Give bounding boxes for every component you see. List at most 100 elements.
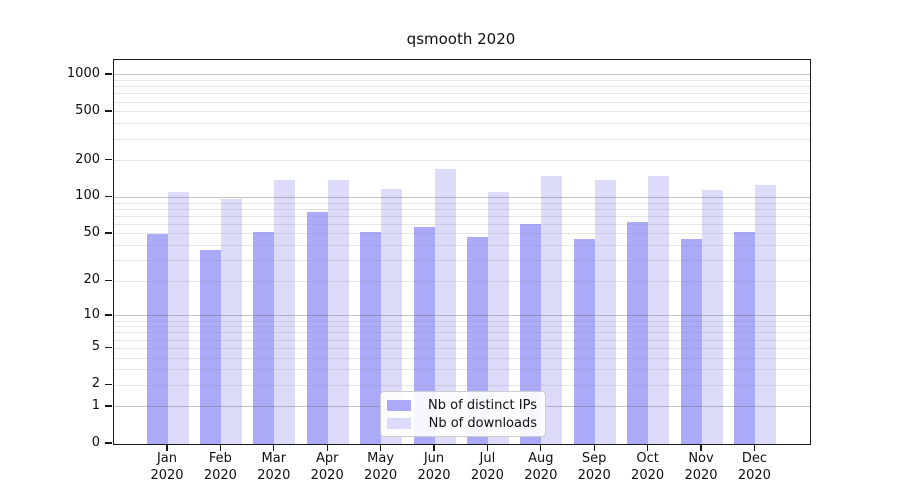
y-tick-100 [105, 195, 112, 198]
x-tick-nov-2020 [700, 444, 702, 451]
y-tick-200 [105, 159, 112, 161]
y-tick-label-500: 500 [75, 102, 100, 118]
x-tick-label-line: 2020 [577, 468, 611, 483]
y-tick-2 [105, 383, 112, 385]
gridline-minor-500 [114, 111, 810, 113]
x-tick-jan-2020 [166, 444, 168, 451]
gridline-major-1000 [114, 74, 810, 76]
x-tick-label-line: Jan [156, 451, 178, 466]
bar-nb-of-downloads-feb-2020 [220, 199, 242, 444]
y-tick-20 [105, 279, 112, 282]
gridline-minor-30 [114, 260, 810, 262]
bar-nb-of-distinct-ips-sep-2020 [573, 239, 595, 444]
x-tick-label-feb-2020: Feb 2020 [188, 450, 252, 484]
y-tick-label-10: 10 [83, 306, 100, 322]
gridline-minor-9 [114, 320, 810, 322]
y-tick-10 [105, 314, 112, 316]
gridline-minor-700 [114, 93, 810, 95]
x-tick-label-line: 2020 [150, 468, 184, 483]
x-tick-label-line: 2020 [257, 468, 291, 483]
bar-nb-of-distinct-ips-jun-2020 [413, 227, 435, 444]
gridline-minor-70 [114, 215, 810, 217]
y-tick-label-100: 100 [75, 188, 100, 204]
y-tick-label-50: 50 [83, 224, 100, 240]
gridline-minor-2 [114, 384, 810, 386]
gridline-minor-6 [114, 339, 810, 341]
x-tick-label-line: Sep [581, 451, 607, 466]
bar-nb-of-distinct-ips-jan-2020 [146, 233, 168, 444]
bar-nb-of-downloads-dec-2020 [754, 185, 776, 444]
x-tick-label-line: 2020 [684, 468, 718, 483]
bar-nb-of-downloads-may-2020 [381, 189, 403, 444]
x-tick-label-line: 2020 [417, 468, 451, 483]
x-tick-label-line: Oct [636, 451, 659, 466]
legend-swatch-distinct-ips [387, 400, 411, 411]
x-tick-label-line: 2020 [203, 468, 237, 483]
gridline-minor-8 [114, 326, 810, 328]
y-tick-label-5: 5 [91, 339, 100, 355]
bar-nb-of-downloads-oct-2020 [648, 176, 670, 444]
gridline-minor-200 [114, 160, 810, 162]
y-tick-label-2: 2 [91, 376, 100, 392]
y-tick-label-200: 200 [75, 151, 100, 167]
bar-nb-of-downloads-nov-2020 [701, 190, 723, 444]
legend-item-downloads: Nb of downloads [387, 415, 537, 432]
gridline-minor-600 [114, 101, 810, 103]
x-tick-mar-2020 [273, 444, 275, 451]
bar-nb-of-distinct-ips-apr-2020 [306, 211, 328, 444]
gridline-minor-40 [114, 245, 810, 247]
gridline-minor-60 [114, 223, 810, 225]
x-tick-label-jan-2020: Jan 2020 [135, 450, 199, 484]
legend-swatch-downloads [387, 418, 411, 429]
bar-nb-of-distinct-ips-dec-2020 [733, 231, 755, 444]
x-tick-may-2020 [380, 444, 382, 451]
bar-nb-of-downloads-aug-2020 [541, 176, 563, 444]
bar-nb-of-distinct-ips-mar-2020 [253, 231, 275, 444]
x-tick-label-line: 2020 [524, 468, 558, 483]
x-tick-jul-2020 [486, 444, 489, 451]
x-tick-label-line: Jun [423, 451, 445, 466]
x-tick-oct-2020 [647, 444, 649, 451]
y-tick-50 [105, 232, 112, 234]
x-tick-label-jul-2020: Jul 2020 [455, 450, 519, 484]
bar-nb-of-downloads-jun-2020 [434, 168, 456, 444]
x-tick-dec-2020 [753, 444, 756, 451]
x-tick-label-line: Apr [315, 451, 339, 466]
y-tick-500 [105, 110, 112, 112]
x-tick-label-line: 2020 [364, 468, 398, 483]
x-tick-aug-2020 [540, 444, 542, 451]
bar-nb-of-distinct-ips-may-2020 [360, 231, 382, 444]
x-tick-label-line: Mar [261, 451, 287, 466]
y-tick-1000 [105, 73, 112, 75]
x-tick-label-line: Dec [741, 451, 767, 466]
bar-nb-of-downloads-jan-2020 [167, 192, 189, 444]
gridline-major-100 [114, 196, 810, 198]
x-tick-label-oct-2020: Oct 2020 [616, 450, 680, 484]
x-tick-label-line: Aug [528, 451, 554, 466]
gridline-minor-300 [114, 138, 810, 140]
x-tick-label-line: 2020 [737, 468, 771, 483]
plot-area [113, 59, 811, 445]
gridline-minor-5 [114, 347, 810, 349]
gridline-minor-3 [114, 369, 810, 371]
x-tick-label-apr-2020: Apr 2020 [295, 450, 359, 484]
gridline-minor-900 [114, 80, 810, 82]
y-tick-1 [105, 405, 112, 407]
gridline-minor-400 [114, 123, 810, 125]
bar-nb-of-distinct-ips-feb-2020 [199, 249, 221, 444]
x-tick-feb-2020 [219, 444, 222, 451]
legend: Nb of distinct IPs Nb of downloads [380, 391, 546, 437]
x-tick-sep-2020 [593, 444, 595, 451]
x-tick-label-line: Feb [208, 451, 232, 466]
gridline-minor-50 [114, 233, 810, 235]
x-tick-label-line: 2020 [310, 468, 344, 483]
x-tick-label-line: Jul [479, 451, 496, 466]
x-tick-label-nov-2020: Nov 2020 [669, 450, 733, 484]
x-tick-label-mar-2020: Mar 2020 [242, 450, 306, 484]
bar-nb-of-distinct-ips-oct-2020 [627, 221, 649, 444]
x-tick-label-line: 2020 [470, 468, 504, 483]
gridline-minor-20 [114, 280, 810, 282]
y-tick-label-1000: 1000 [66, 65, 100, 81]
x-tick-label-line: Nov [688, 451, 714, 466]
